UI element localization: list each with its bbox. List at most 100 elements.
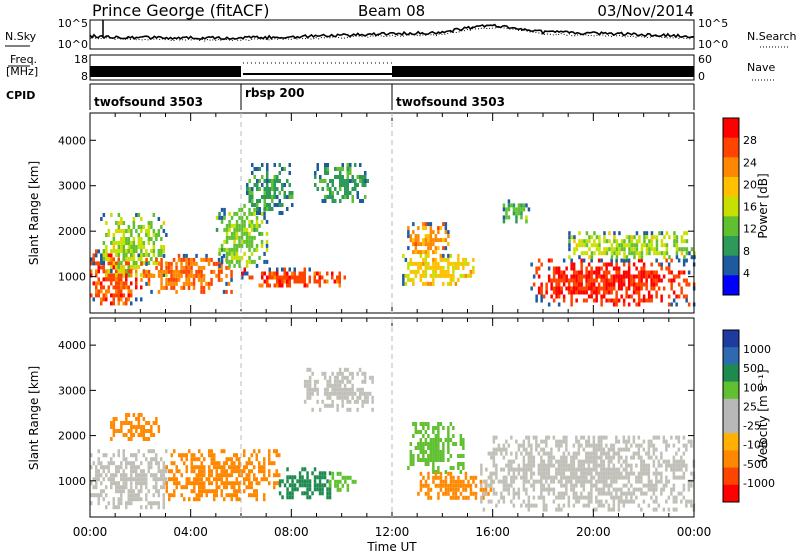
heat-cell	[127, 237, 131, 241]
heat-cell	[605, 298, 608, 303]
heat-cell	[457, 475, 460, 480]
heat-cell	[95, 465, 98, 470]
heat-cell	[120, 429, 123, 433]
heat-cell	[273, 175, 276, 179]
heat-cell	[590, 455, 593, 460]
heat-cell	[351, 395, 354, 400]
heat-cell	[527, 467, 531, 472]
heat-cell	[178, 453, 181, 458]
heat-cell	[278, 279, 281, 284]
heat-cell	[660, 262, 663, 267]
heat-cell	[120, 285, 123, 290]
heat-cell	[112, 461, 115, 466]
heat-cell	[222, 289, 226, 294]
heat-cell	[668, 255, 671, 260]
heat-cell	[627, 274, 631, 279]
heat-cell	[565, 483, 568, 488]
heat-cell	[417, 234, 420, 239]
heat-cell	[256, 199, 259, 203]
heat-cell	[173, 449, 176, 454]
heat-cell	[356, 371, 359, 376]
heat-cell	[437, 430, 440, 434]
heat-cell	[283, 271, 286, 276]
freq-tick-top: 18	[74, 53, 88, 66]
heat-cell	[112, 473, 115, 478]
heat-cell	[500, 491, 503, 496]
heat-cell	[658, 251, 661, 256]
heat-cell	[157, 501, 160, 506]
heat-cell	[371, 379, 374, 384]
heat-cell	[585, 286, 588, 291]
heat-cell	[102, 497, 105, 502]
heat-cell	[537, 286, 541, 291]
heat-cell	[683, 239, 686, 244]
heat-cell	[240, 473, 243, 478]
heat-cell	[105, 253, 108, 257]
heat-cell	[459, 483, 463, 488]
heat-cell	[238, 255, 241, 260]
heat-cell	[162, 249, 166, 253]
heat-cell	[286, 467, 289, 472]
heat-cell	[162, 497, 165, 502]
heat-cell	[670, 467, 673, 472]
heat-cell	[97, 289, 100, 294]
heat-cell	[167, 265, 171, 270]
heat-cell	[427, 426, 430, 430]
heat-cell	[602, 262, 606, 267]
heat-cell	[515, 451, 518, 456]
heat-cell	[339, 175, 342, 179]
heat-cell	[162, 469, 165, 474]
heat-cell	[258, 187, 261, 191]
heat-cell	[170, 469, 173, 474]
heat-cell	[150, 457, 153, 462]
heat-cell	[627, 487, 631, 492]
heat-cell	[525, 471, 528, 476]
heat-cell	[665, 475, 668, 480]
heat-cell	[655, 290, 658, 295]
heat-cell	[273, 473, 276, 478]
heat-cell	[157, 461, 160, 466]
heat-cell	[572, 463, 576, 468]
heat-cell	[147, 229, 151, 233]
freq-bars	[90, 66, 694, 77]
heat-cell	[432, 238, 435, 243]
heat-cell	[351, 195, 354, 199]
heat-cell	[675, 495, 678, 500]
heat-cell	[672, 495, 676, 500]
heat-cell	[137, 257, 141, 261]
heat-cell	[600, 278, 603, 283]
heat-cell	[329, 187, 332, 191]
heat-cell	[610, 278, 613, 283]
heat-cell	[652, 491, 656, 496]
heat-cell	[497, 499, 501, 504]
heat-cell	[283, 167, 286, 171]
heat-cell	[537, 467, 541, 472]
heat-cell	[432, 442, 435, 446]
heat-cell	[100, 461, 103, 466]
heat-cell	[605, 270, 608, 275]
heat-cell	[137, 417, 141, 421]
y-tick-label: 4000	[58, 339, 86, 352]
heat-cell	[195, 457, 198, 462]
heat-cell	[600, 439, 603, 444]
heat-cell	[454, 281, 458, 286]
heat-cell	[690, 443, 693, 448]
power-colorbar-swatch	[723, 157, 739, 178]
heat-cell	[258, 469, 261, 474]
heat-cell	[502, 207, 506, 212]
heat-cell	[230, 457, 233, 462]
heat-cell	[492, 479, 496, 484]
heat-cell	[645, 247, 649, 252]
heat-cell	[577, 270, 581, 275]
heat-cell	[520, 207, 523, 212]
heat-cell	[253, 473, 256, 478]
heat-cell	[685, 251, 689, 256]
heat-cell	[316, 483, 319, 488]
heat-cell	[412, 422, 415, 426]
heat-cell	[268, 267, 271, 272]
heat-cell	[240, 231, 244, 236]
heat-cell	[346, 179, 349, 183]
heat-cell	[245, 263, 249, 268]
heat-cell	[419, 242, 423, 247]
heat-cell	[607, 298, 611, 303]
